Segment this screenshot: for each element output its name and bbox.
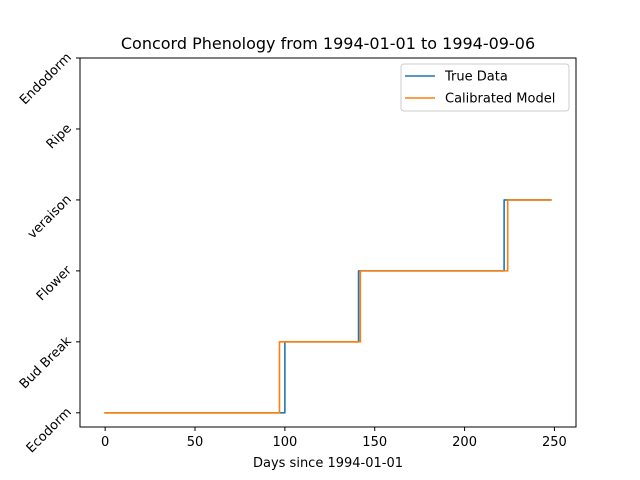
y-axis-ticks: Ecodorm Bud Break Flower veraison Ripe Endodo… bbox=[17, 50, 80, 456]
legend: True Data Calibrated Model bbox=[400, 63, 570, 112]
y-tick-label: veraison bbox=[25, 192, 75, 242]
x-tick-label: 0 bbox=[101, 435, 109, 450]
legend-box bbox=[400, 63, 570, 112]
y-tick-label: Ecodorm bbox=[24, 405, 75, 456]
x-axis-ticks: 0 50 100 150 200 250 bbox=[101, 427, 567, 450]
x-tick-label: 150 bbox=[362, 435, 387, 450]
chart-title: Concord Phenology from 1994-01-01 to 199… bbox=[121, 34, 535, 53]
axes-frame bbox=[79, 57, 577, 428]
x-tick-label: 200 bbox=[452, 435, 477, 450]
series-line-true-data bbox=[104, 199, 552, 414]
x-tick-label: 250 bbox=[542, 435, 567, 450]
legend-label: Calibrated Model bbox=[445, 92, 555, 107]
plot-area bbox=[79, 57, 577, 428]
x-axis-label: Days since 1994-01-01 bbox=[253, 456, 403, 471]
x-tick-label: 100 bbox=[272, 435, 297, 450]
y-tick-label: Bud Break bbox=[17, 334, 75, 392]
series-layer bbox=[104, 199, 552, 414]
y-tick-label: Ripe bbox=[44, 121, 75, 152]
series-line-calibrated-model bbox=[104, 199, 552, 414]
x-tick-label: 50 bbox=[187, 435, 204, 450]
y-tick-label: Flower bbox=[34, 263, 75, 304]
legend-label: True Data bbox=[444, 70, 508, 85]
y-tick-label: Endodorm bbox=[17, 50, 75, 108]
